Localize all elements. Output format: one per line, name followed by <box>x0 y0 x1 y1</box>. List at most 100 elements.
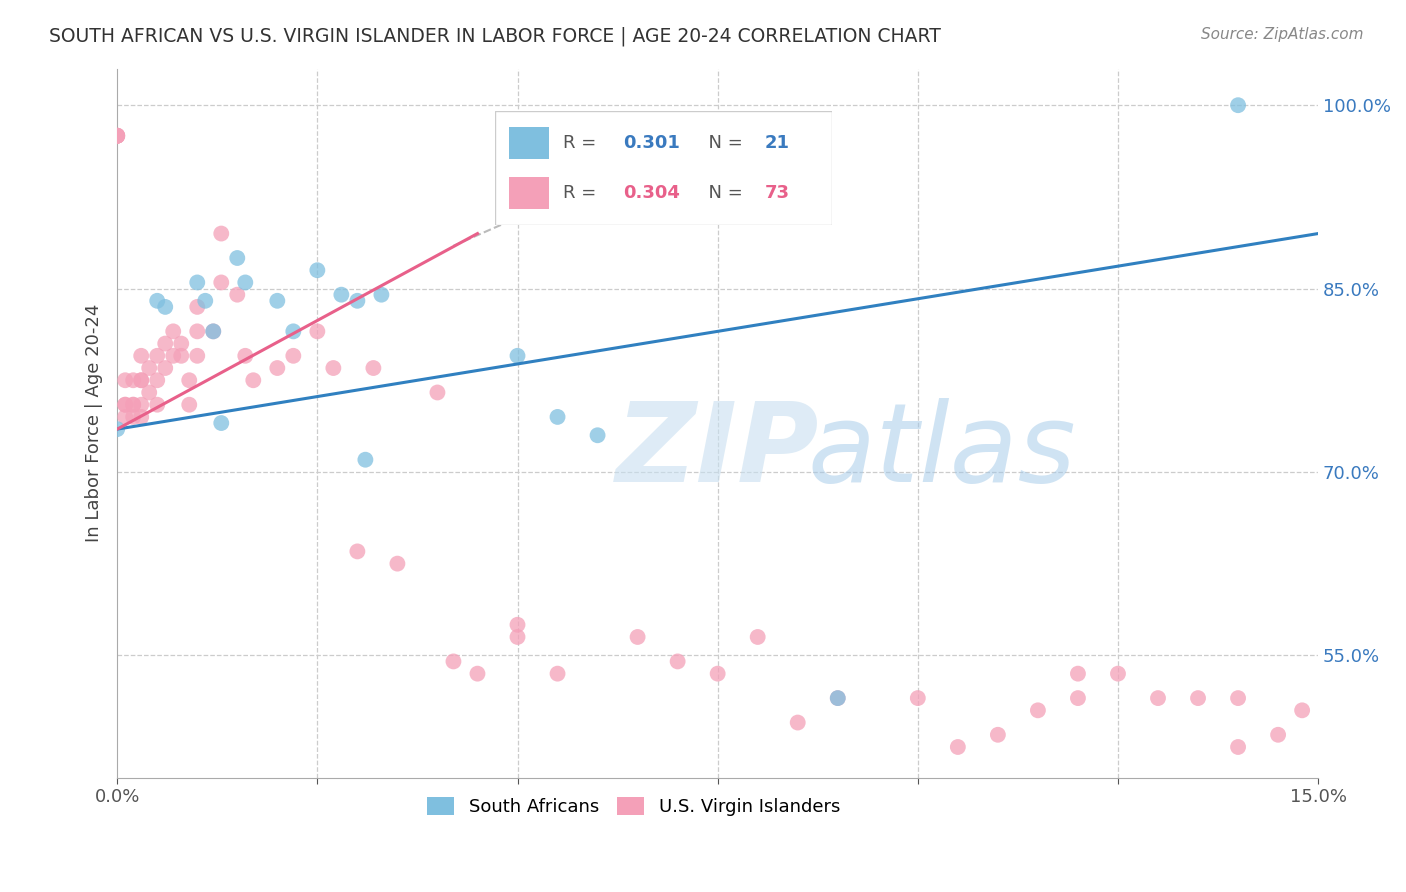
Point <box>114 398 136 412</box>
Point <box>786 715 808 730</box>
Point <box>186 324 208 338</box>
Point <box>547 409 569 424</box>
Point <box>1187 691 1209 706</box>
Point <box>987 728 1010 742</box>
Point <box>155 300 177 314</box>
Point <box>122 398 145 412</box>
Point <box>233 349 256 363</box>
Point <box>114 373 136 387</box>
Point <box>330 287 353 301</box>
Point <box>129 373 152 387</box>
Point <box>209 276 232 290</box>
Point <box>547 666 569 681</box>
Point <box>146 349 169 363</box>
Point <box>226 287 249 301</box>
Point <box>186 349 208 363</box>
Point <box>170 349 193 363</box>
Point <box>1267 728 1289 742</box>
Point <box>1026 703 1049 717</box>
Text: SOUTH AFRICAN VS U.S. VIRGIN ISLANDER IN LABOR FORCE | AGE 20-24 CORRELATION CHA: SOUTH AFRICAN VS U.S. VIRGIN ISLANDER IN… <box>49 27 941 46</box>
Point <box>162 349 184 363</box>
Point <box>129 398 152 412</box>
Point <box>146 293 169 308</box>
Point <box>202 324 225 338</box>
Point <box>283 349 305 363</box>
Point <box>242 373 264 387</box>
Y-axis label: In Labor Force | Age 20-24: In Labor Force | Age 20-24 <box>86 304 103 542</box>
Point <box>122 398 145 412</box>
Point <box>1067 666 1090 681</box>
Point <box>907 691 929 706</box>
Point <box>266 361 288 376</box>
Point <box>354 452 377 467</box>
Point <box>114 409 136 424</box>
Point <box>233 276 256 290</box>
Point <box>426 385 449 400</box>
Point <box>443 655 465 669</box>
Point <box>1067 691 1090 706</box>
Point <box>747 630 769 644</box>
Point <box>105 128 128 143</box>
Point <box>506 630 529 644</box>
Point <box>283 324 305 338</box>
Point <box>467 666 489 681</box>
Point <box>146 398 169 412</box>
Point <box>179 373 201 387</box>
Point <box>105 128 128 143</box>
Point <box>138 385 160 400</box>
Point <box>129 409 152 424</box>
Point <box>179 398 201 412</box>
Point <box>1107 666 1129 681</box>
Point <box>122 409 145 424</box>
Point <box>706 666 728 681</box>
Point <box>370 287 392 301</box>
Point <box>506 349 529 363</box>
Point <box>666 655 689 669</box>
Point <box>129 349 152 363</box>
Point <box>827 691 849 706</box>
Point <box>387 557 409 571</box>
Legend: South Africans, U.S. Virgin Islanders: South Africans, U.S. Virgin Islanders <box>418 789 849 825</box>
Point <box>307 263 329 277</box>
Point <box>122 373 145 387</box>
Point <box>827 691 849 706</box>
Point <box>186 276 208 290</box>
Text: atlas: atlas <box>807 398 1077 505</box>
Point <box>346 544 368 558</box>
Point <box>194 293 217 308</box>
Point <box>1227 739 1250 754</box>
Point <box>170 336 193 351</box>
Point <box>506 617 529 632</box>
Text: ZIP: ZIP <box>616 398 820 505</box>
Point <box>209 227 232 241</box>
Point <box>226 251 249 265</box>
Point <box>586 428 609 442</box>
Point <box>363 361 385 376</box>
Text: Source: ZipAtlas.com: Source: ZipAtlas.com <box>1201 27 1364 42</box>
Point <box>105 422 128 436</box>
Point <box>186 300 208 314</box>
Point <box>162 324 184 338</box>
Point <box>346 293 368 308</box>
Point <box>307 324 329 338</box>
Point <box>586 128 609 143</box>
Point <box>1227 98 1250 112</box>
Point <box>155 361 177 376</box>
Point <box>1291 703 1313 717</box>
Point <box>105 128 128 143</box>
Point <box>138 361 160 376</box>
Point <box>155 336 177 351</box>
Point <box>322 361 344 376</box>
Point <box>626 630 648 644</box>
Point <box>105 128 128 143</box>
Point <box>1227 691 1250 706</box>
Point <box>146 373 169 387</box>
Point <box>129 373 152 387</box>
Point <box>202 324 225 338</box>
Point <box>209 416 232 430</box>
Point <box>1147 691 1170 706</box>
Point <box>105 128 128 143</box>
Point <box>946 739 969 754</box>
Point <box>266 293 288 308</box>
Point <box>114 398 136 412</box>
